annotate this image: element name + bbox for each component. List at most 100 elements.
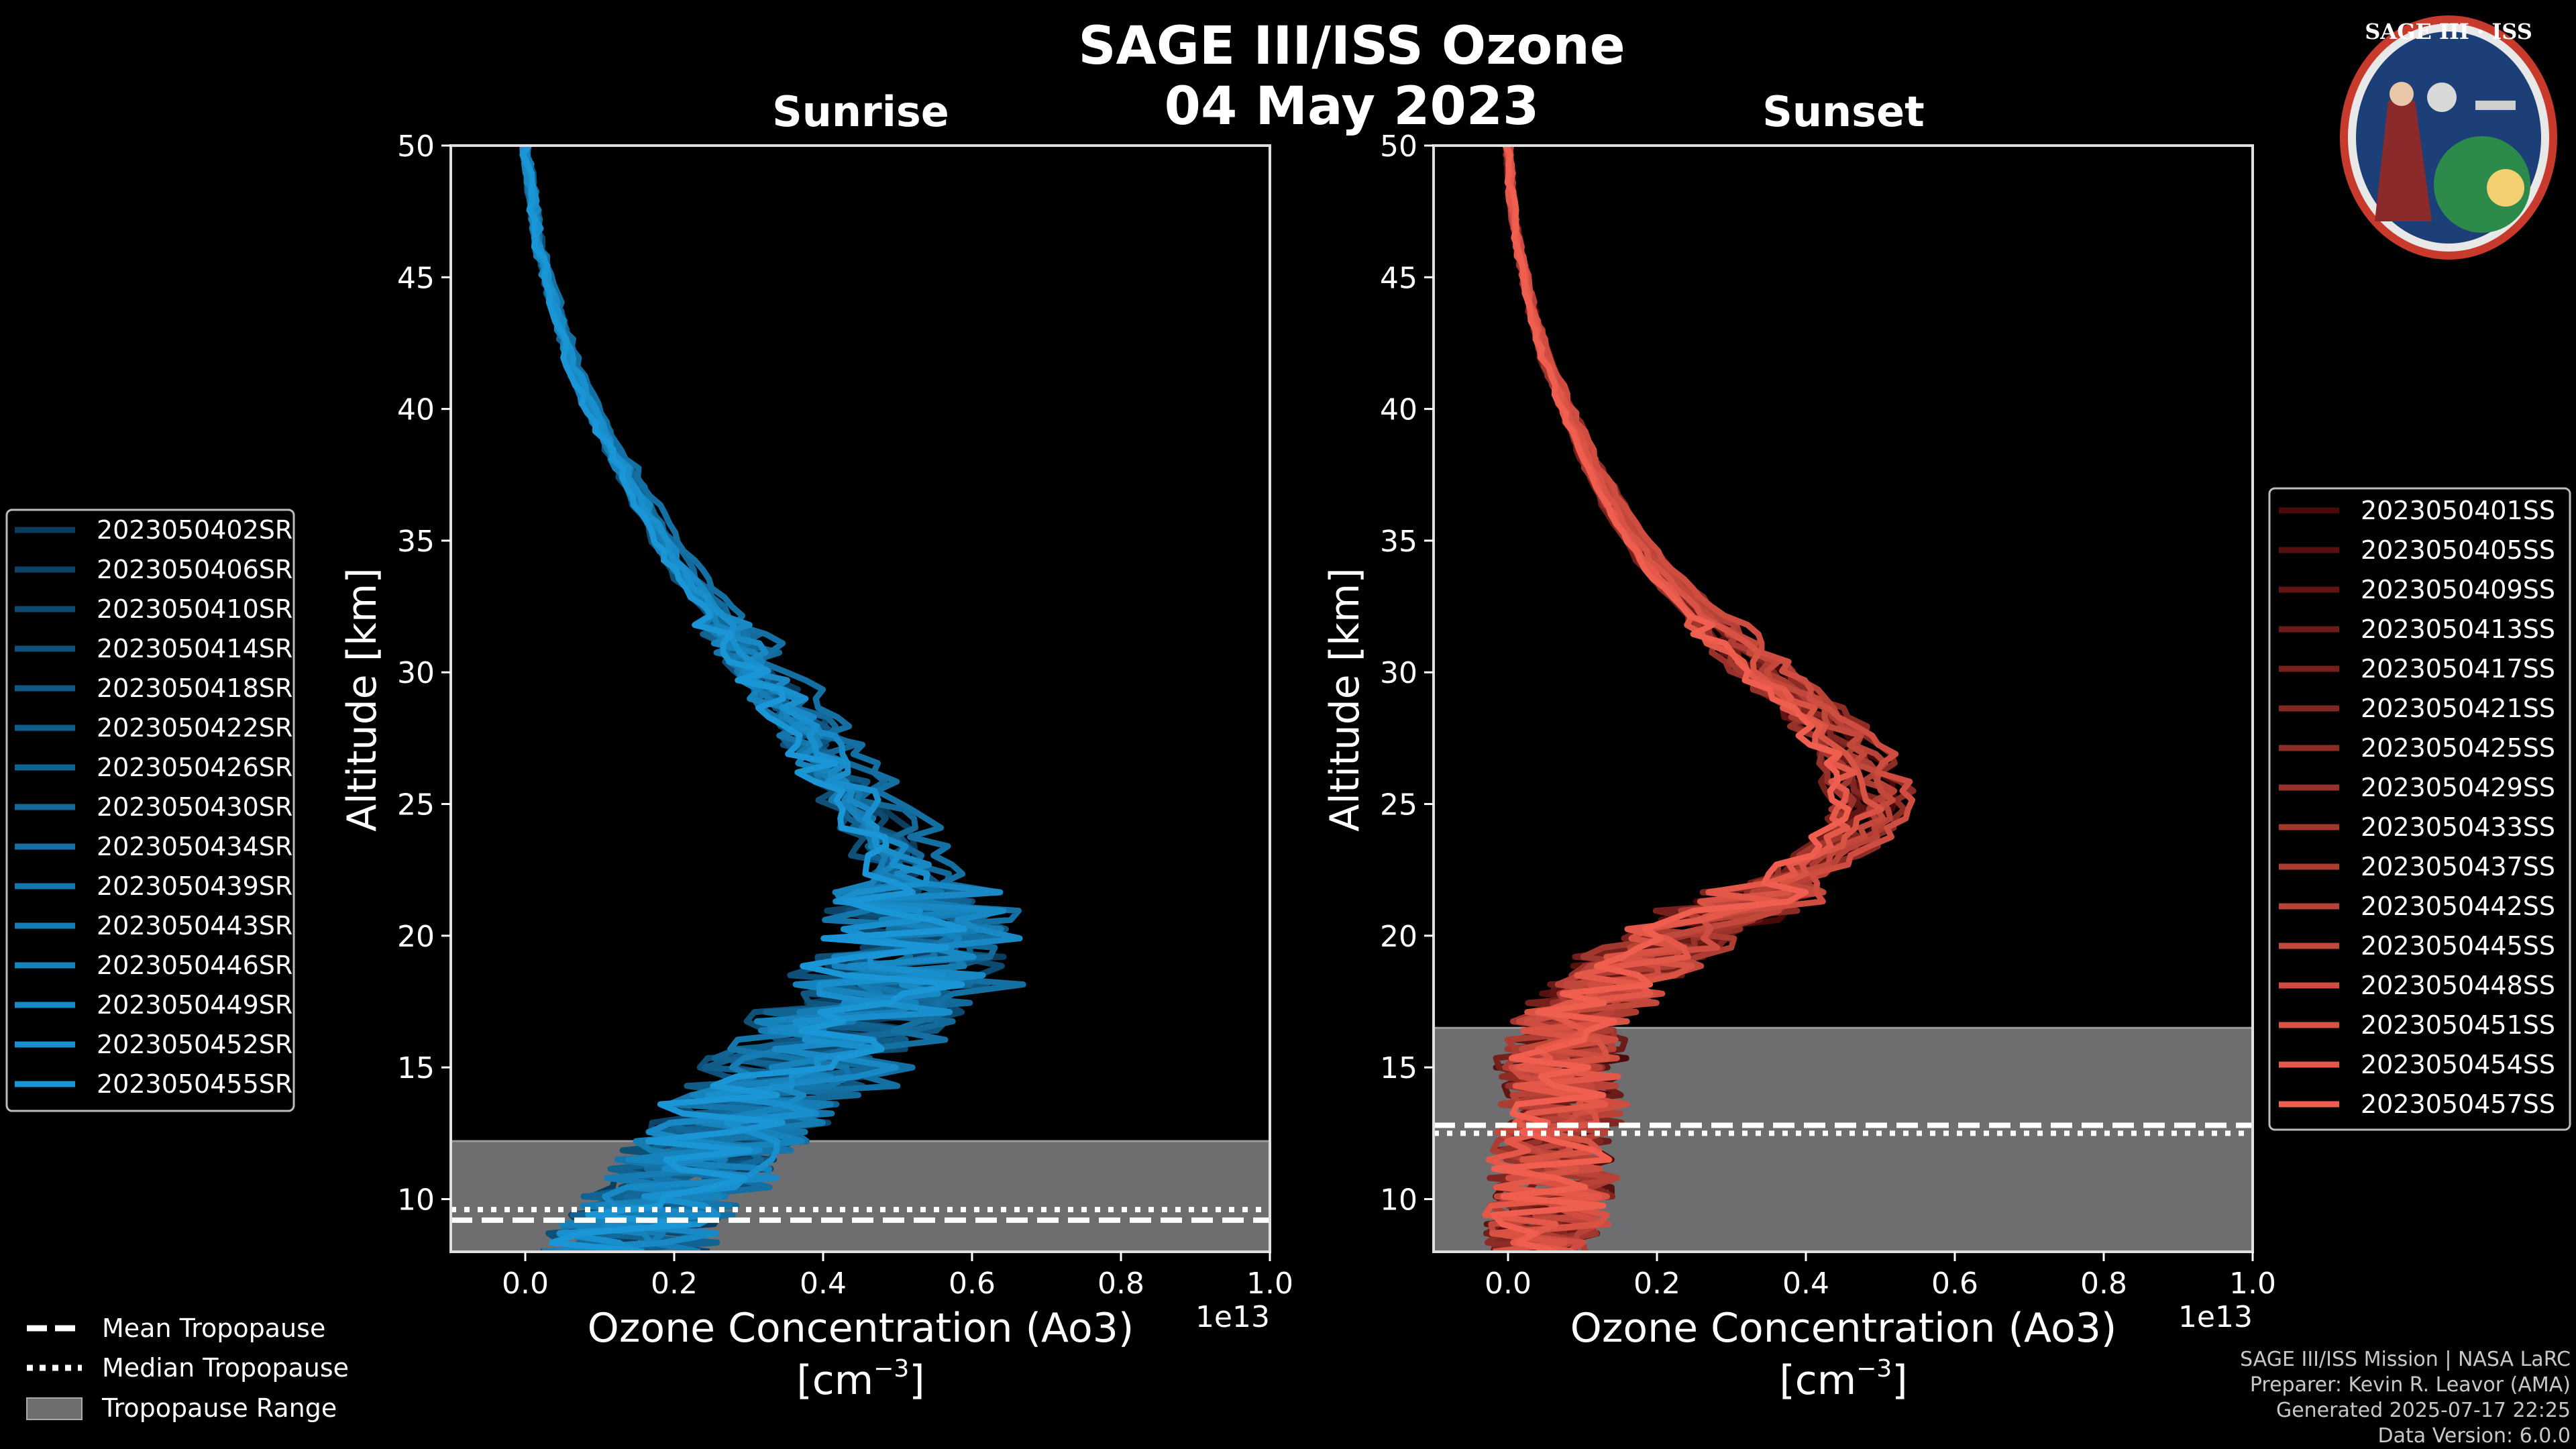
sunrise-ytick-label: 25 — [397, 788, 435, 822]
sunrise-ytick-label: 45 — [397, 261, 435, 295]
sunset-ytick-label: 35 — [1380, 525, 1417, 559]
units-close: ] — [909, 1357, 924, 1404]
units-close: ] — [1892, 1357, 1907, 1404]
iss-station-icon — [2475, 101, 2516, 110]
sunrise-panel: 0.0 0.2 0.4 0.6 0.8 1.0 10 15 20 25 30 35 40 45 50 — [397, 129, 1293, 1301]
sunrise-xlabel-units: [cm−3] — [796, 1355, 924, 1404]
earth-icon — [2434, 136, 2530, 233]
sunrise-legend-label: 2023050414SR — [97, 634, 292, 663]
sunset-xtick-label: 0.8 — [2080, 1267, 2127, 1301]
logo-text: SAGE III · ISS — [2365, 19, 2532, 44]
sunset-xtick-label: 0.4 — [1782, 1267, 1829, 1301]
sunset-legend-label: 2023050448SS — [2361, 971, 2555, 1000]
mean-tropopause-label: Mean Tropopause — [102, 1313, 325, 1343]
sunset-legend-label: 2023050445SS — [2361, 931, 2555, 961]
sunset-legend-label: 2023050401SS — [2361, 496, 2555, 525]
sunset-ytick-label: 40 — [1380, 393, 1417, 427]
sun-icon — [2487, 169, 2524, 207]
sunset-ytick-label: 30 — [1380, 656, 1417, 690]
footer-line-2: Preparer: Kevin R. Leavor (AMA) — [2250, 1373, 2571, 1397]
wizard-head-icon — [2390, 82, 2414, 106]
sunset-xlabel-units: [cm−3] — [1779, 1355, 1907, 1404]
sunset-legend-label: 2023050421SS — [2361, 694, 2555, 723]
sunrise-legend-label: 2023050455SR — [97, 1069, 292, 1099]
sunrise-ytick-label: 50 — [397, 129, 435, 164]
sunrise-legend: 2023050402SR 2023050406SR 2023050410SR 2023… — [5, 508, 295, 1112]
sunrise-legend-label: 2023050410SR — [97, 594, 292, 624]
mission-logo: SAGE III · ISS — [2340, 15, 2557, 260]
sunrise-ytick-label: 35 — [397, 525, 435, 559]
sunrise-legend-label: 2023050422SR — [97, 713, 292, 743]
sunrise-legend-label: 2023050443SR — [97, 911, 292, 941]
sunrise-xtick-label: 0.8 — [1097, 1267, 1144, 1301]
sunset-xtick-label: 0.0 — [1485, 1267, 1532, 1301]
sunset-xtick-label: 0.2 — [1633, 1267, 1680, 1301]
sunrise-ylabel: Altitude [km] — [339, 568, 386, 832]
sunset-legend-items: 2023050401SS 2023050405SS 2023050409SS 2023… — [2279, 496, 2555, 1119]
main-subtitle: 04 May 2023 — [1165, 76, 1540, 137]
sunset-xscale: 1e13 — [2178, 1300, 2253, 1334]
sunrise-profile-2023050455SR — [519, 146, 967, 1252]
sunset-legend-label: 2023050433SS — [2361, 812, 2555, 842]
sunset-legend-label: 2023050454SS — [2361, 1050, 2555, 1079]
sunset-legend-label: 2023050437SS — [2361, 852, 2555, 881]
sunrise-xlabel: Ozone Concentration (Ao3) — [588, 1305, 1134, 1352]
main-title: SAGE III/ISS Ozone — [1078, 16, 1625, 76]
sunset-legend-label: 2023050451SS — [2361, 1010, 2555, 1040]
footer-line-1: SAGE III/ISS Mission | NASA LaRC — [2240, 1348, 2571, 1371]
sunrise-axes-frame — [449, 144, 1271, 1253]
sunrise-xtick-label: 0.2 — [651, 1267, 698, 1301]
sunrise-title: Sunrise — [772, 87, 949, 136]
footer-line-3: Generated 2025-07-17 22:25 — [2276, 1399, 2571, 1422]
sunrise-profile-2023050446SR — [521, 146, 971, 1252]
wizard-figure-icon — [2375, 101, 2432, 221]
sunset-xlabel: Ozone Concentration (Ao3) — [1570, 1305, 2117, 1352]
sunrise-legend-label: 2023050439SR — [97, 871, 292, 901]
sunset-ytick-label: 50 — [1380, 129, 1417, 164]
sunset-xtick-label: 0.6 — [1931, 1267, 1978, 1301]
sunset-ytick-label: 15 — [1380, 1051, 1417, 1085]
sunset-legend-label: 2023050409SS — [2361, 575, 2555, 604]
sunrise-legend-frame — [5, 508, 295, 1112]
sunset-legend-label: 2023050417SS — [2361, 654, 2555, 684]
sunrise-legend-label: 2023050406SR — [97, 555, 292, 584]
footer-line-4: Data Version: 6.0.0 — [2378, 1424, 2571, 1448]
sunrise-legend-label: 2023050452SR — [97, 1030, 292, 1059]
sunrise-xtick-label: 0.4 — [800, 1267, 847, 1301]
sunrise-xtick-label: 1.0 — [1246, 1267, 1293, 1301]
sunset-xtick-label: 1.0 — [2229, 1267, 2276, 1301]
sunrise-ytick-label: 15 — [397, 1051, 435, 1085]
tropopause-range-swatch — [26, 1397, 83, 1420]
units-open: [cm — [796, 1357, 873, 1404]
sunrise-xscale: 1e13 — [1195, 1300, 1270, 1334]
sunrise-legend-label: 2023050449SR — [97, 990, 292, 1020]
tropopause-range-label: Tropopause Range — [101, 1393, 337, 1423]
sunset-legend-label: 2023050457SS — [2361, 1089, 2555, 1119]
sunrise-legend-label: 2023050426SR — [97, 753, 292, 782]
sunset-panel: 0.0 0.2 0.4 0.6 0.8 1.0 10 15 20 25 30 35 40 45 50 — [1380, 129, 2276, 1301]
sunrise-ytick-label: 10 — [397, 1183, 435, 1217]
sunrise-ytick-label: 40 — [397, 393, 435, 427]
sunset-profile-2023050457SS — [1491, 146, 1851, 1252]
sunset-title: Sunset — [1762, 87, 1925, 136]
units-exp: −3 — [873, 1355, 909, 1383]
sunrise-legend-label: 2023050402SR — [97, 515, 292, 545]
sunrise-xtick-label: 0.6 — [949, 1267, 996, 1301]
sunrise-legend-label: 2023050418SR — [97, 674, 292, 703]
sunset-legend-label: 2023050413SS — [2361, 614, 2555, 644]
sunset-axes-frame — [1432, 144, 2254, 1253]
tropopause-legend: Mean Tropopause Median Tropopause Tropop… — [26, 1313, 349, 1423]
sunset-ytick-label: 10 — [1380, 1183, 1417, 1217]
sunrise-xtick-label: 0.0 — [502, 1267, 549, 1301]
sunset-legend-frame — [2268, 487, 2571, 1131]
sunrise-legend-label: 2023050434SR — [97, 832, 292, 861]
sunset-ylabel: Altitude [km] — [1322, 568, 1368, 832]
sunrise-ytick-label: 30 — [397, 656, 435, 690]
sunset-ytick-label: 20 — [1380, 920, 1417, 954]
sunset-legend-label: 2023050442SS — [2361, 892, 2555, 921]
sunset-ytick-label: 25 — [1380, 788, 1417, 822]
median-tropopause-label: Median Tropopause — [102, 1353, 349, 1383]
sunset-legend-label: 2023050425SS — [2361, 733, 2555, 763]
sunrise-legend-items: 2023050402SR 2023050406SR 2023050410SR 2023… — [15, 515, 292, 1099]
sunset-legend: 2023050401SS 2023050405SS 2023050409SS 2023… — [2268, 487, 2571, 1131]
